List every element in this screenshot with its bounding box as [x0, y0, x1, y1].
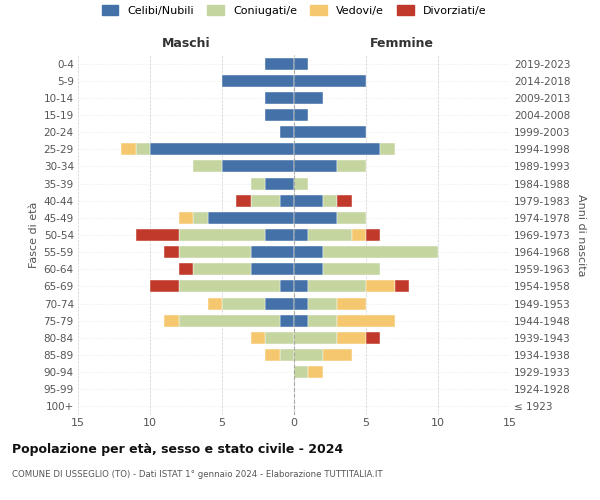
Bar	[294, 280, 308, 292]
Bar	[308, 366, 323, 378]
Bar	[150, 144, 294, 156]
Bar	[308, 298, 337, 310]
Bar	[337, 298, 366, 310]
Bar	[366, 229, 380, 241]
Bar	[323, 246, 438, 258]
Bar	[323, 194, 337, 206]
Bar	[308, 280, 366, 292]
Bar	[280, 194, 294, 206]
Bar	[294, 366, 308, 378]
Bar	[179, 229, 265, 241]
Y-axis label: Anni di nascita: Anni di nascita	[577, 194, 586, 276]
Bar	[164, 246, 179, 258]
Bar	[337, 212, 366, 224]
Bar	[179, 280, 280, 292]
Bar	[323, 349, 352, 361]
Bar	[294, 332, 337, 344]
Bar	[265, 92, 294, 104]
Bar	[337, 194, 352, 206]
Bar	[294, 194, 323, 206]
Bar	[294, 126, 366, 138]
Bar	[136, 144, 150, 156]
Bar	[179, 264, 193, 276]
Bar	[352, 229, 366, 241]
Bar	[280, 280, 294, 292]
Bar	[294, 349, 323, 361]
Bar	[294, 92, 323, 104]
Y-axis label: Fasce di età: Fasce di età	[29, 202, 40, 268]
Bar	[294, 298, 308, 310]
Bar	[380, 144, 395, 156]
Bar	[323, 264, 380, 276]
Bar	[193, 160, 222, 172]
Bar	[265, 298, 294, 310]
Bar	[294, 314, 308, 326]
Bar	[308, 229, 352, 241]
Bar	[164, 314, 179, 326]
Bar	[179, 212, 193, 224]
Bar	[294, 212, 337, 224]
Text: Femmine: Femmine	[370, 37, 434, 50]
Bar	[208, 298, 222, 310]
Bar	[136, 229, 179, 241]
Text: COMUNE DI USSEGLIO (TO) - Dati ISTAT 1° gennaio 2024 - Elaborazione TUTTITALIA.I: COMUNE DI USSEGLIO (TO) - Dati ISTAT 1° …	[12, 470, 383, 479]
Bar	[395, 280, 409, 292]
Bar	[294, 229, 308, 241]
Bar	[280, 126, 294, 138]
Bar	[294, 109, 308, 121]
Bar	[236, 194, 251, 206]
Bar	[294, 264, 323, 276]
Bar	[193, 212, 208, 224]
Bar	[265, 58, 294, 70]
Bar	[294, 246, 323, 258]
Bar	[179, 246, 251, 258]
Bar	[222, 298, 265, 310]
Text: Maschi: Maschi	[161, 37, 211, 50]
Bar	[294, 178, 308, 190]
Bar	[294, 144, 380, 156]
Bar	[294, 58, 308, 70]
Bar	[150, 280, 179, 292]
Bar	[294, 74, 366, 86]
Bar	[337, 314, 395, 326]
Bar	[280, 349, 294, 361]
Bar	[208, 212, 294, 224]
Bar	[179, 314, 280, 326]
Bar	[251, 178, 265, 190]
Bar	[308, 314, 337, 326]
Bar	[294, 160, 337, 172]
Bar	[222, 160, 294, 172]
Bar	[337, 160, 366, 172]
Bar	[366, 280, 395, 292]
Bar	[193, 264, 251, 276]
Bar	[251, 332, 265, 344]
Bar	[280, 314, 294, 326]
Bar	[265, 332, 294, 344]
Bar	[265, 178, 294, 190]
Bar	[337, 332, 366, 344]
Bar	[265, 109, 294, 121]
Bar	[265, 229, 294, 241]
Bar	[251, 264, 294, 276]
Bar	[121, 144, 136, 156]
Bar	[366, 332, 380, 344]
Legend: Celibi/Nubili, Coniugati/e, Vedovi/e, Divorziati/e: Celibi/Nubili, Coniugati/e, Vedovi/e, Di…	[102, 5, 486, 15]
Bar	[222, 74, 294, 86]
Text: Popolazione per età, sesso e stato civile - 2024: Popolazione per età, sesso e stato civil…	[12, 442, 343, 456]
Bar	[265, 349, 280, 361]
Bar	[251, 194, 280, 206]
Bar	[251, 246, 294, 258]
